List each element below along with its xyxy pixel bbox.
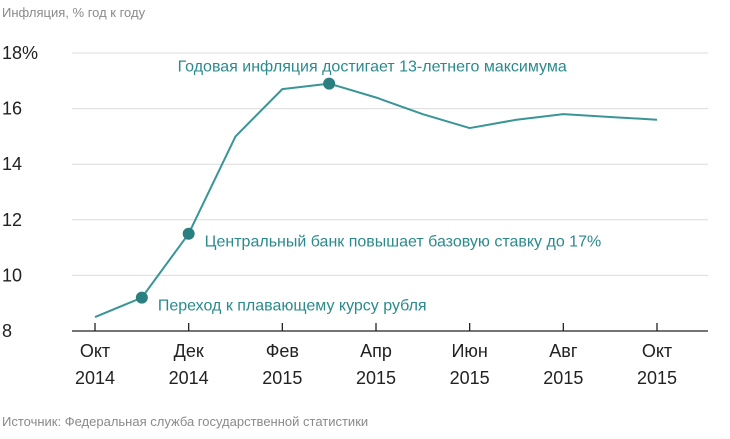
y-tick-label: 12 [2,210,22,230]
x-tick-label: Дек [174,341,204,361]
y-tick-label: 18% [2,43,38,63]
x-tick-label: Окт [642,341,672,361]
x-tick-label: Окт [80,341,110,361]
annotation-marker [323,77,336,90]
x-tick-label: Фев [266,341,299,361]
x-tick-label: Апр [360,341,392,361]
y-tick-label: 10 [2,265,22,285]
inflation-line [94,82,658,319]
chart-source: Источник: Федеральная служба государстве… [2,414,368,429]
annotation-label: Годовая инфляция достигает 13-летнего ма… [178,59,567,76]
x-tick-label: 2015 [356,368,396,388]
x-tick-label: 2015 [450,368,490,388]
x-tick-label: 2015 [543,368,583,388]
x-tick-label: 2014 [169,368,209,388]
annotation-marker [135,291,148,304]
series [94,77,658,319]
annotation-marker [182,227,195,240]
annotations: Переход к плавающему курсу рубля Централь… [158,59,601,315]
grid-lines [72,52,708,276]
annotation-label: Переход к плавающему курсу рубля [158,298,427,315]
y-tick-label: 16 [2,99,22,119]
chart-subtitle: Инфляция, % год к году [2,5,146,20]
x-tick-label: 2015 [262,368,302,388]
y-tick-label: 14 [2,154,22,174]
x-tick-label: Авг [549,341,578,361]
y-tick-label: 8 [2,321,12,341]
x-tick-label: Июн [451,341,487,361]
annotation-label: Центральный банк повышает базовую ставку… [205,234,602,251]
axes: 8 10 12 14 16 18% Окт 2014 Дек 2014 Фев 2015 Апр 2015… [2,43,708,388]
x-tick-label: 2014 [75,368,115,388]
x-tick-label: 2015 [637,368,677,388]
